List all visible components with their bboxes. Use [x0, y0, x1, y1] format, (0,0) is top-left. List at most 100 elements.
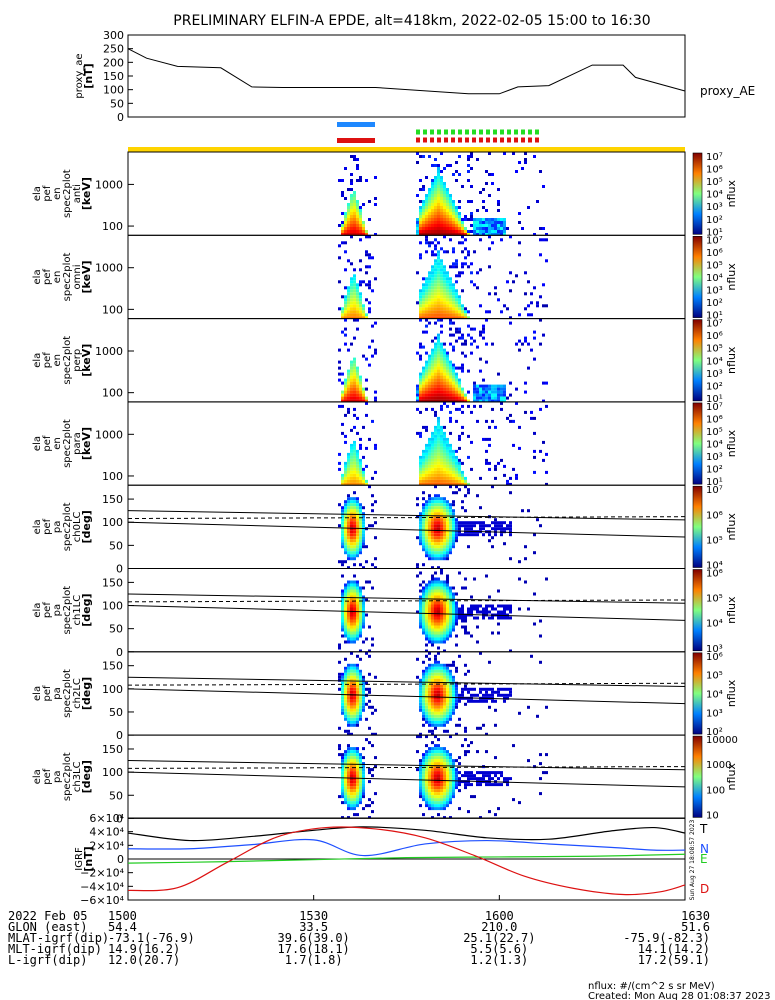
pitch-angle-pixel: [368, 524, 371, 528]
pitch-angle-pixel: [443, 777, 446, 781]
spectrogram-pixel: [437, 203, 440, 206]
colorbar-label: nflux: [725, 429, 738, 457]
pitch-angle-pixel: [359, 622, 362, 626]
pitch-angle-pixel: [434, 628, 437, 632]
colorbar-tick-label: 10³: [706, 202, 723, 213]
spectrogram-pixel: [464, 262, 467, 266]
pitch-angle-pixel: [437, 557, 440, 561]
spectrogram-pixel: [368, 286, 371, 290]
pitch-angle-pixel: [467, 687, 470, 691]
spectrogram-pixel: [467, 164, 470, 167]
pitch-angle-pixel: [443, 613, 446, 617]
spectrogram-pixel: [479, 399, 482, 402]
pitch-angle-pixel: [425, 786, 428, 790]
pitch-angle-pixel: [443, 634, 446, 638]
pitch-angle-pixel: [449, 735, 452, 739]
panel-y-label-line: pa: [52, 604, 63, 616]
pitch-angle-pixel: [434, 580, 437, 584]
spectrogram-pixel: [461, 185, 464, 188]
spectrogram-pixel: [443, 289, 446, 293]
pitch-angle-pixel: [488, 777, 491, 781]
spectrogram-pixel: [428, 316, 431, 319]
spectrogram-pixel: [542, 238, 545, 242]
colorbar-tick-label: 10⁶: [706, 165, 723, 176]
pitch-angle-pixel: [446, 634, 449, 638]
colorbar-tick-label: 10⁶: [706, 652, 723, 663]
spectrogram-pixel: [443, 197, 446, 200]
spectrogram-pixel: [440, 473, 443, 477]
panel-y-label-line: ch0LC: [72, 511, 83, 542]
spectrogram-pixel: [350, 295, 353, 299]
spectrogram-pixel: [425, 330, 428, 334]
pitch-angle-pixel: [341, 601, 344, 605]
pitch-angle-pixel: [344, 583, 347, 587]
spectrogram-pixel: [479, 233, 482, 236]
pitch-angle-pixel: [449, 795, 452, 799]
pitch-angle-pixel: [446, 702, 449, 706]
pitch-angle-pixel: [443, 545, 446, 549]
pitch-angle-pixel: [434, 699, 437, 703]
pitch-angle-pixel: [455, 783, 458, 787]
spectrogram-pixel: [494, 286, 497, 290]
spectrogram-pixel: [344, 301, 347, 305]
spectrogram-pixel: [455, 292, 458, 296]
spectrogram-pixel: [446, 449, 449, 453]
y-tick-label: 100: [102, 470, 123, 483]
spectrogram-pixel: [458, 390, 461, 394]
pitch-angle-pixel: [353, 613, 356, 617]
spectrogram-pixel: [428, 209, 431, 212]
spectrogram-pixel: [341, 473, 344, 477]
spectrogram-pixel: [356, 467, 359, 471]
pitch-angle-pixel: [419, 512, 422, 516]
spectrogram-pixel: [500, 221, 503, 224]
pitch-angle-pixel: [449, 515, 452, 519]
spectrogram-pixel: [509, 413, 512, 417]
pitch-angle-pixel: [440, 687, 443, 691]
spectrogram-pixel: [482, 390, 485, 394]
pitch-angle-pixel: [485, 690, 488, 694]
spectrogram-pixel: [353, 194, 356, 197]
pitch-angle-pixel: [359, 598, 362, 602]
spectrogram-pixel: [437, 194, 440, 197]
spectrogram-pixel: [353, 215, 356, 218]
spectrogram-pixel: [440, 271, 443, 275]
spectrogram-pixel: [419, 375, 422, 379]
spectrogram-pixel: [449, 206, 452, 209]
pitch-angle-pixel: [362, 678, 365, 682]
pitch-angle-pixel: [449, 589, 452, 593]
pitch-angle-pixel: [344, 539, 347, 543]
pitch-angle-pixel: [449, 693, 452, 697]
pitch-angle-pixel: [419, 732, 422, 736]
pitch-angle-pixel: [356, 521, 359, 525]
colorbar-tick-label: 10³: [706, 369, 723, 380]
pitch-angle-pixel: [458, 789, 461, 793]
pitch-angle-pixel: [428, 530, 431, 534]
pitch-angle-pixel: [512, 798, 515, 802]
pitch-angle-pixel: [458, 771, 461, 775]
spectrogram-pixel: [431, 253, 434, 257]
spectrogram-pixel: [521, 227, 524, 230]
pitch-angle-pixel: [425, 777, 428, 781]
pitch-angle-pixel: [353, 684, 356, 688]
spectrogram-pixel: [533, 155, 536, 158]
spectrogram-pixel: [344, 233, 347, 236]
spectrogram-pixel: [437, 209, 440, 212]
pitch-angle-pixel: [446, 542, 449, 546]
pitch-angle-pixel: [422, 542, 425, 546]
panel-y-label-line: ela: [32, 269, 43, 284]
pitch-angle-pixel: [431, 768, 434, 772]
spectrogram-pixel: [449, 307, 452, 311]
spectrogram-pixel: [341, 191, 344, 194]
spectrogram-pixel: [485, 310, 488, 314]
spectrogram-pixel: [425, 479, 428, 483]
pitch-angle-pixel: [362, 506, 365, 510]
pitch-angle-pixel: [347, 663, 350, 667]
pitch-angle-pixel: [440, 551, 443, 555]
spectrogram-pixel: [359, 443, 362, 447]
spectrogram-pixel: [455, 366, 458, 370]
spectrogram-pixel: [473, 384, 476, 388]
spectrogram-pixel: [359, 393, 362, 397]
spectrogram-pixel: [425, 375, 428, 379]
time-row-value: 14.1(14.2): [638, 942, 710, 956]
panel-y-label-line: [deg]: [80, 594, 93, 627]
